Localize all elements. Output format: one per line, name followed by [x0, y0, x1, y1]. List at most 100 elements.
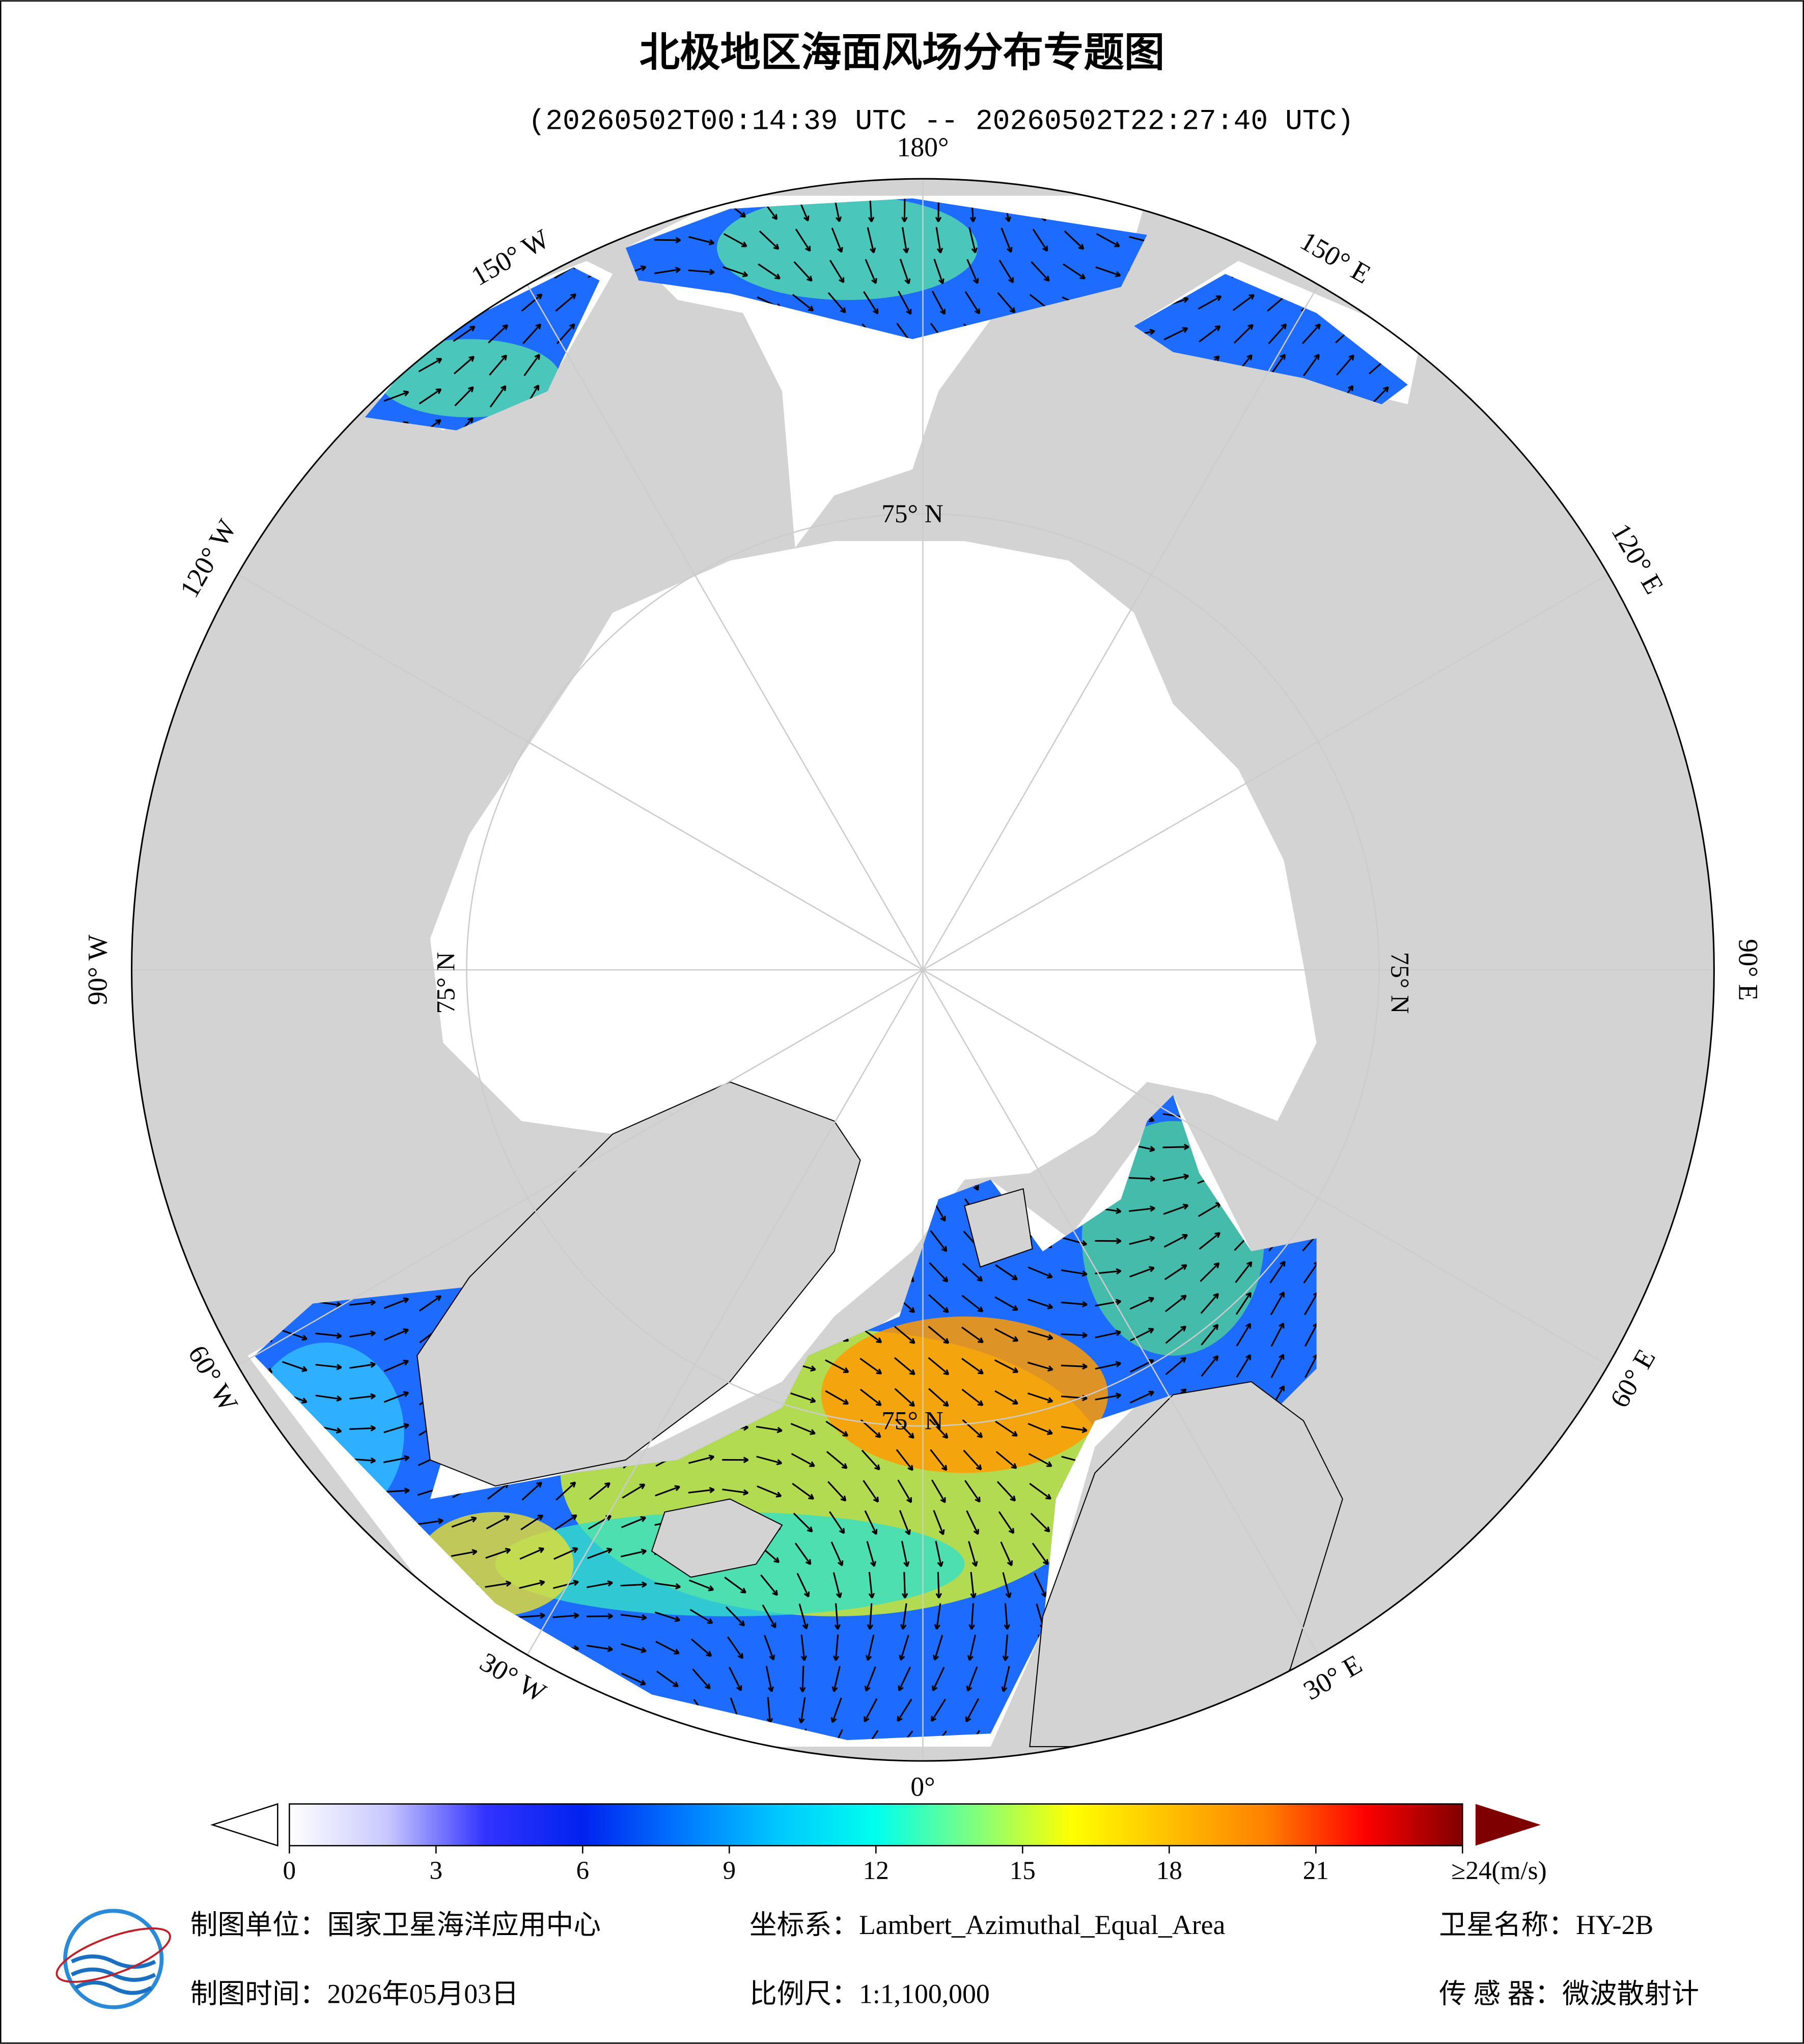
wind-arrow — [383, 329, 410, 337]
wind-arrow — [315, 361, 342, 371]
wind-arrow — [901, 1572, 908, 1599]
wind-arrow — [1235, 1292, 1252, 1315]
wind-arrow — [1002, 1634, 1009, 1661]
wind-arrow — [830, 1697, 842, 1723]
wind-arrow — [1236, 1354, 1252, 1378]
wind-arrow — [966, 1510, 979, 1535]
wind-arrow — [283, 326, 307, 342]
wind-arrow — [255, 1541, 267, 1566]
wind-arrow — [519, 1547, 545, 1560]
wind-arrow — [254, 1510, 268, 1534]
wind-arrow — [1236, 1323, 1252, 1347]
wind-arrow — [553, 1547, 578, 1560]
wind-arrow — [831, 1666, 841, 1692]
wind-arrow — [518, 1612, 545, 1619]
wind-arrow — [256, 1634, 263, 1661]
wind-arrow — [899, 1635, 909, 1661]
wind-arrow — [552, 204, 579, 212]
wind-arrow — [1232, 294, 1255, 311]
wind-arrow — [417, 237, 444, 244]
wind-arrow — [654, 205, 681, 214]
meridian-line — [237, 969, 924, 1366]
wind-arrow — [901, 198, 908, 222]
wind-arrow — [1400, 327, 1408, 340]
wind-arrow — [831, 228, 843, 253]
wind-arrow — [350, 1546, 375, 1561]
colorbar-tick-label: 6 — [576, 1856, 590, 1885]
wind-arrow — [254, 1697, 267, 1723]
wind-arrow — [995, 1451, 1017, 1469]
wind-arrow — [1095, 1299, 1122, 1307]
wind-arrow — [931, 291, 946, 315]
wind-arrow — [1095, 1238, 1122, 1244]
colorbar-tick-label: ≥24(m/s) — [1451, 1856, 1546, 1885]
wind-arrow — [1163, 1234, 1188, 1248]
wind-arrow — [489, 385, 507, 408]
wind-arrow — [254, 420, 273, 435]
wind-arrow — [932, 1666, 945, 1692]
wind-arrow — [867, 1603, 874, 1630]
wind-arrow — [961, 1358, 984, 1375]
wind-arrow — [727, 1636, 743, 1659]
wind-arrow — [995, 1264, 1018, 1280]
wind-arrow — [825, 1390, 849, 1405]
wind-arrow — [790, 1392, 816, 1404]
wind-arrow — [349, 1361, 376, 1369]
map-body — [131, 179, 1714, 1761]
parallel-label: 75° N — [431, 952, 460, 1014]
wind-arrow — [315, 425, 342, 432]
wind-arrow — [284, 293, 306, 312]
wind-arrow — [589, 1482, 610, 1500]
wind-arrow — [859, 1358, 882, 1375]
wind-arrow — [486, 1515, 510, 1530]
wind-arrow — [795, 229, 811, 252]
wind-arrow — [554, 1514, 577, 1531]
wind-arrow — [1064, 230, 1085, 250]
wind-arrow — [519, 204, 545, 212]
wind-arrow — [1032, 229, 1048, 252]
wind-arrow — [388, 1698, 404, 1722]
wind-patch — [716, 198, 978, 300]
wind-arrow — [254, 483, 273, 498]
wind-arrow — [961, 1388, 984, 1406]
wind-arrow — [901, 227, 909, 254]
wind-arrow — [1336, 354, 1355, 376]
wind-arrow — [866, 1541, 876, 1567]
wind-arrow — [621, 1672, 646, 1686]
wind-arrow — [1095, 1268, 1122, 1275]
wind-arrow — [894, 1326, 915, 1344]
wind-arrow — [654, 267, 681, 274]
wind-arrow — [994, 1359, 1019, 1373]
wind-arrow — [1199, 325, 1221, 343]
wind-arrow — [318, 1544, 339, 1564]
wind-arrow — [453, 1732, 475, 1741]
wind-patch — [378, 339, 561, 417]
wind-arrow — [289, 1573, 301, 1598]
wind-arrow — [1298, 1704, 1324, 1717]
wind-arrow — [383, 1391, 409, 1403]
wind-arrow — [834, 1603, 841, 1630]
wind-arrow — [861, 1449, 880, 1471]
wind-arrow — [963, 1449, 982, 1471]
wind-arrow — [256, 227, 267, 253]
wind-arrow — [287, 1542, 302, 1565]
wind-arrow — [1199, 1733, 1221, 1741]
wind-arrow — [588, 1734, 612, 1741]
wind-arrow — [417, 267, 444, 274]
wind-arrow — [359, 1728, 368, 1741]
wind-arrow — [587, 1704, 613, 1717]
wind-arrow — [292, 1634, 298, 1661]
wind-arrow — [968, 227, 978, 254]
wind-arrow — [994, 1328, 1019, 1342]
wind-arrow — [1301, 323, 1321, 344]
wind-arrow — [587, 1548, 613, 1559]
wind-patch — [821, 1317, 1108, 1473]
wind-arrow — [383, 1297, 409, 1309]
wind-arrow — [1233, 324, 1254, 344]
wind-arrow — [998, 1511, 1015, 1534]
wind-arrow — [1332, 204, 1359, 211]
wind-arrow — [454, 355, 475, 375]
wind-arrow — [352, 1576, 373, 1594]
wind-arrow — [688, 269, 715, 275]
wind-arrow — [1061, 1269, 1088, 1277]
